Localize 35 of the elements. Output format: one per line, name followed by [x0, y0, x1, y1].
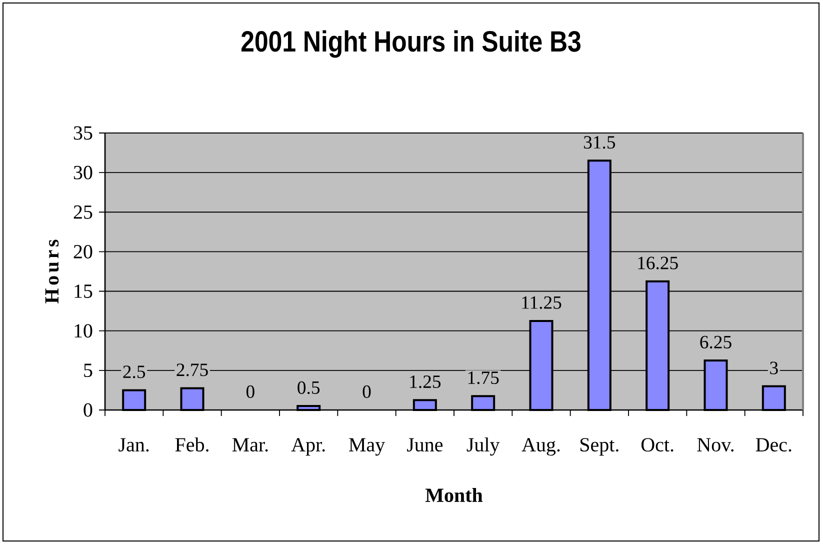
y-tick-label: 35 [74, 126, 92, 140]
data-label: 3 [770, 362, 778, 374]
data-label: 6.25 [700, 336, 732, 349]
x-axis-title: Month [425, 488, 483, 502]
data-label: 0 [362, 385, 371, 398]
data-label: 16.25 [638, 256, 678, 270]
data-label: 2.75 [176, 364, 208, 376]
x-tick-label: Feb. [175, 437, 208, 452]
x-tick-label: Nov. [697, 438, 734, 452]
data-label: 0 [246, 385, 254, 398]
x-tick-label: Jan. [118, 438, 149, 452]
x-tick-label: Oct. [641, 438, 674, 452]
x-tick-label: Mar. [232, 438, 268, 452]
data-label: 2.5 [123, 366, 146, 378]
y-tick-label: 10 [74, 324, 92, 338]
data-label: 1.75 [468, 372, 499, 384]
chart-title: 2001 Night Hours in Suite B3 [241, 30, 581, 58]
y-tick-label: 15 [74, 284, 92, 298]
x-tick-label: July [466, 437, 500, 456]
y-axis-title: Hours [45, 240, 59, 304]
y-tick-label: 30 [74, 166, 92, 180]
x-tick-label: Dec. [756, 438, 792, 452]
x-tick-label: Aug. [522, 438, 560, 456]
data-label: 11.25 [522, 296, 562, 309]
data-label: 1.25 [410, 375, 441, 388]
y-tick-label: 5 [84, 364, 92, 378]
y-tick-label: 25 [74, 205, 92, 219]
data-label: 0.5 [298, 381, 320, 394]
x-tick-label: Apr. [291, 438, 325, 456]
y-tick-label: 20 [74, 244, 92, 258]
data-label: 31.5 [584, 136, 616, 149]
x-tick-label: June [407, 438, 443, 452]
y-tick-label: 0 [84, 403, 92, 417]
x-tick-label: May [349, 438, 385, 456]
x-tick-label: Sept. [580, 438, 618, 456]
